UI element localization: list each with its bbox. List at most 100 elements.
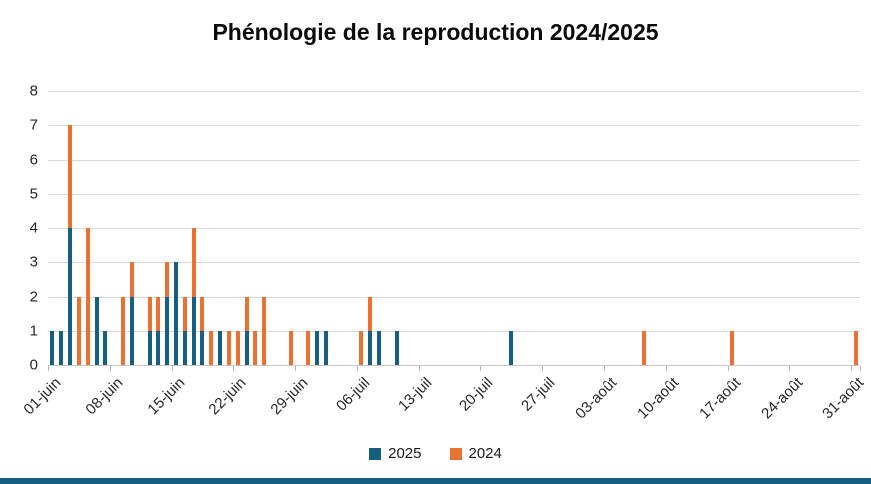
bar-segment-2024-07-juil[interactable] bbox=[368, 296, 373, 331]
bar-segment-2025-06-juin[interactable] bbox=[94, 296, 99, 365]
legend: 2025 2024 bbox=[0, 445, 871, 462]
bar-segment-2024-09-juin[interactable] bbox=[121, 296, 126, 365]
bottom-window-strip bbox=[0, 478, 871, 484]
x-axis-label-24-août: 24-août bbox=[757, 374, 806, 423]
y-axis-label-2: 2 bbox=[29, 288, 38, 305]
x-axis-label-06-juil: 06-juil bbox=[332, 374, 374, 415]
x-axis-tick bbox=[727, 366, 729, 371]
legend-swatch-2025 bbox=[369, 447, 382, 460]
x-axis-line bbox=[48, 365, 860, 366]
y-axis-label-5: 5 bbox=[29, 185, 38, 203]
y-axis-label-1: 1 bbox=[29, 322, 38, 340]
bar-segment-2024-22-juin[interactable] bbox=[235, 330, 240, 365]
bar-segment-2024-16-juin[interactable] bbox=[182, 296, 187, 331]
bar-segment-2025-08-juil[interactable] bbox=[376, 330, 381, 365]
legend-item-2025[interactable]: 2025 bbox=[369, 445, 422, 462]
bar-segment-2025-01-juin[interactable] bbox=[50, 330, 55, 365]
legend-item-2024[interactable]: 2024 bbox=[449, 445, 502, 462]
x-axis-label-31-août: 31-août bbox=[819, 374, 868, 423]
y-axis-label-7: 7 bbox=[29, 116, 38, 134]
bar-segment-2024-03-juin[interactable] bbox=[68, 125, 73, 228]
x-axis-label-01-juin: 01-juin bbox=[20, 374, 65, 419]
gridline-y3 bbox=[48, 262, 860, 264]
x-axis-tick bbox=[233, 366, 235, 371]
bar-segment-2025-20-juin[interactable] bbox=[218, 330, 223, 365]
x-axis-label-22-juin: 22-juin bbox=[205, 374, 250, 419]
bar-segment-2024-04-juin[interactable] bbox=[76, 296, 81, 365]
x-axis-label-10-août: 10-août bbox=[634, 374, 683, 423]
x-axis-label-17-août: 17-août bbox=[695, 374, 744, 423]
bar-segment-2024-21-juin[interactable] bbox=[226, 330, 231, 365]
bar-segment-2024-17-juin[interactable] bbox=[191, 228, 196, 297]
bar-segment-2025-02-juil[interactable] bbox=[324, 330, 329, 365]
x-axis-end-tick bbox=[860, 366, 861, 371]
y-axis-label-6: 6 bbox=[29, 151, 38, 168]
x-axis-label-13-juil: 13-juil bbox=[394, 374, 436, 415]
bar-segment-2025-01-juil[interactable] bbox=[315, 330, 320, 365]
bar-segment-2024-10-juin[interactable] bbox=[129, 262, 134, 297]
legend-swatch-2024 bbox=[449, 447, 462, 460]
x-axis-tick bbox=[851, 366, 853, 371]
bar-segment-2025-17-juin[interactable] bbox=[191, 296, 196, 365]
bar-segment-2024-13-juin[interactable] bbox=[156, 296, 161, 331]
legend-label-2025: 2025 bbox=[388, 445, 422, 462]
gridline-y1 bbox=[48, 330, 860, 332]
x-axis-label-08-juin: 08-juin bbox=[82, 374, 127, 419]
bar-segment-2024-30-juin[interactable] bbox=[306, 330, 311, 365]
x-axis-label-03-août: 03-août bbox=[572, 374, 621, 423]
bar-segment-2025-12-juin[interactable] bbox=[147, 330, 152, 365]
x-axis-tick bbox=[48, 366, 49, 371]
bar-segment-2024-28-juin[interactable] bbox=[288, 330, 293, 365]
bar-segment-2024-17-août[interactable] bbox=[730, 330, 735, 365]
bar-segment-2024-19-juin[interactable] bbox=[209, 330, 214, 365]
bar-segment-2025-15-juin[interactable] bbox=[173, 262, 178, 365]
y-axis-label-3: 3 bbox=[29, 253, 38, 271]
bar-segment-2024-05-juin[interactable] bbox=[85, 228, 90, 365]
bar-segment-2024-06-juil[interactable] bbox=[359, 330, 364, 365]
bar-segment-2025-23-juin[interactable] bbox=[244, 330, 249, 365]
gridline-y2 bbox=[48, 296, 860, 298]
x-axis-tick bbox=[665, 366, 667, 371]
bar-segment-2025-18-juin[interactable] bbox=[200, 330, 205, 365]
bar-segment-2024-31-août[interactable] bbox=[853, 330, 858, 365]
bar-segment-2025-07-juin[interactable] bbox=[103, 330, 108, 365]
bar-segment-2025-03-juin[interactable] bbox=[68, 228, 73, 365]
gridline-y7 bbox=[48, 125, 860, 127]
y-axis-label-8: 8 bbox=[29, 82, 38, 100]
x-axis-tick bbox=[480, 366, 482, 371]
x-axis-tick bbox=[109, 366, 111, 371]
x-axis-label-27-juil: 27-juil bbox=[518, 374, 559, 415]
x-axis-label-15-juin: 15-juin bbox=[144, 374, 188, 419]
y-axis-label-4: 4 bbox=[29, 219, 38, 237]
chart-title: Phénologie de la reproduction 2024/2025 bbox=[212, 19, 659, 45]
x-axis-tick bbox=[295, 366, 297, 371]
bar-segment-2024-07-août[interactable] bbox=[641, 330, 646, 365]
bar-segment-2024-14-juin[interactable] bbox=[165, 262, 170, 297]
bar-segment-2025-14-juin[interactable] bbox=[165, 296, 170, 365]
bar-segment-2025-02-juin[interactable] bbox=[59, 330, 64, 365]
x-axis-tick bbox=[604, 366, 606, 371]
x-axis-label-29-juin: 29-juin bbox=[267, 374, 312, 419]
bar-segment-2024-23-juin[interactable] bbox=[244, 296, 249, 331]
bar-segment-2025-23-juil[interactable] bbox=[509, 330, 514, 365]
bar-segment-2025-10-juil[interactable] bbox=[394, 330, 399, 365]
bar-segment-2024-25-juin[interactable] bbox=[262, 296, 267, 365]
x-axis-tick bbox=[418, 366, 420, 371]
x-axis-tick bbox=[171, 366, 173, 371]
x-axis-tick bbox=[542, 366, 544, 371]
bar-segment-2024-24-juin[interactable] bbox=[253, 330, 258, 365]
bar-segment-2025-07-juil[interactable] bbox=[368, 330, 373, 365]
gridline-y8 bbox=[48, 91, 860, 92]
legend-label-2024: 2024 bbox=[468, 445, 502, 462]
bar-segment-2025-16-juin[interactable] bbox=[182, 330, 187, 365]
bar-segment-2025-13-juin[interactable] bbox=[156, 330, 161, 365]
x-axis-tick bbox=[356, 366, 358, 371]
bar-segment-2024-12-juin[interactable] bbox=[147, 296, 152, 331]
y-axis-label-0: 0 bbox=[29, 356, 38, 374]
x-axis-label-20-juil: 20-juil bbox=[456, 374, 497, 415]
bar-segment-2025-10-juin[interactable] bbox=[129, 296, 134, 365]
gridline-y6 bbox=[48, 159, 860, 161]
x-axis-tick bbox=[789, 366, 791, 371]
bar-segment-2024-18-juin[interactable] bbox=[200, 296, 205, 331]
